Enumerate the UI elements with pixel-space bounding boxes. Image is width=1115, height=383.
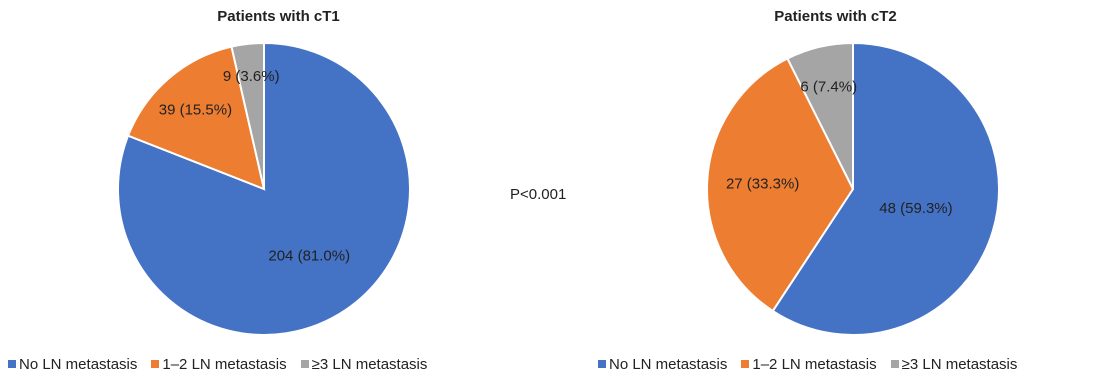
legend-item: 1–2 LN metastasis (151, 356, 286, 373)
legend-item: 1–2 LN metastasis (741, 356, 876, 373)
legend-item: No LN metastasis (598, 356, 727, 373)
pie-ct1: 204 (81.0%) 39 (15.5%) 9 (3.6%) (0, 0, 557, 383)
legend-label: ≥3 LN metastasis (902, 356, 1018, 373)
pie-ct2: 48 (59.3%) 27 (33.3%) 6 (7.4%) (557, 0, 1114, 383)
slice-data-label: 9 (3.6%) (223, 68, 280, 85)
slice-data-label: 6 (7.4%) (800, 79, 857, 96)
slice-data-label: 39 (15.5%) (159, 101, 232, 118)
pie-chart-ct2: Patients with cT2 48 (59.3%) 27 (33.3%) 6 … (557, 0, 1114, 383)
legend-label: No LN metastasis (609, 356, 727, 373)
slice-data-label: 27 (33.3%) (726, 176, 799, 193)
slice-data-label: 204 (81.0%) (268, 247, 350, 264)
legend-label: No LN metastasis (19, 356, 137, 373)
legend-swatch (151, 360, 159, 368)
legend-swatch (741, 360, 749, 368)
legend-label: 1–2 LN metastasis (752, 356, 876, 373)
legend-item: ≥3 LN metastasis (891, 356, 1018, 373)
legend-swatch (891, 360, 899, 368)
legend-label: 1–2 LN metastasis (162, 356, 286, 373)
legend-label: ≥3 LN metastasis (312, 356, 428, 373)
legend-item: No LN metastasis (8, 356, 137, 373)
legend-swatch (598, 360, 606, 368)
legend-ct1: No LN metastasis 1–2 LN metastasis ≥3 LN m… (8, 356, 441, 373)
slice-data-label: 48 (59.3%) (879, 200, 952, 217)
legend-swatch (8, 360, 16, 368)
pie-chart-ct1: Patients with cT1 204 (81.0%) 39 (15.5%) 9… (0, 0, 557, 383)
legend-item: ≥3 LN metastasis (301, 356, 428, 373)
legend-ct2: No LN metastasis 1–2 LN metastasis ≥3 LN m… (598, 356, 1031, 373)
legend-swatch (301, 360, 309, 368)
